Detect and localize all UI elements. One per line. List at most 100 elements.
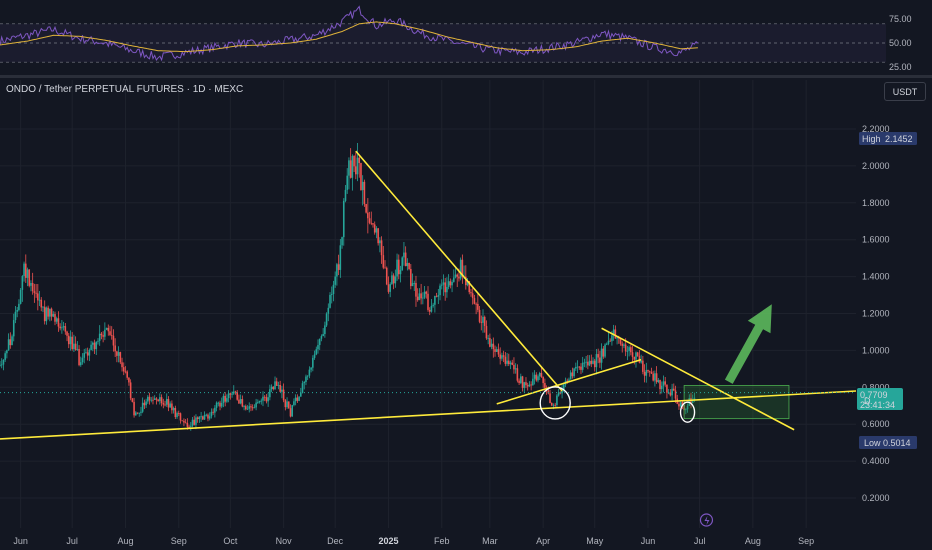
candle-body xyxy=(320,336,323,339)
candle-body xyxy=(64,326,67,332)
candle-body xyxy=(164,404,166,406)
candle-body xyxy=(246,408,249,410)
candle-body xyxy=(83,352,86,358)
candle-body xyxy=(330,293,333,295)
candle-body xyxy=(28,269,31,286)
rsi-tick-label: 50.00 xyxy=(889,38,912,48)
candle-body xyxy=(404,252,407,267)
price-tick-label: 0.6000 xyxy=(862,419,890,429)
candle-body xyxy=(478,309,481,322)
candle-body xyxy=(85,352,87,354)
rsi-tick-label: 25.00 xyxy=(889,62,912,72)
candle-body xyxy=(530,384,532,386)
candle-body xyxy=(518,380,520,383)
candle-body xyxy=(162,403,165,405)
price-badge xyxy=(857,388,903,410)
candle-body xyxy=(430,305,433,312)
candle-body xyxy=(300,392,302,397)
candle-body xyxy=(210,411,213,417)
candle-body xyxy=(583,362,586,364)
candle-body xyxy=(191,419,194,426)
candle-body xyxy=(12,320,15,337)
candle-body xyxy=(609,340,612,342)
candle-body xyxy=(188,426,190,428)
candle-body xyxy=(516,368,519,381)
candle-body xyxy=(459,259,462,279)
candle-body xyxy=(152,399,154,401)
candle-body xyxy=(657,380,660,383)
candle-body xyxy=(440,284,443,286)
high-label: High xyxy=(862,134,881,144)
candle-body xyxy=(86,352,89,356)
candle-body xyxy=(98,333,101,341)
candle-body xyxy=(361,181,364,191)
candle-body xyxy=(327,307,330,314)
candle-body xyxy=(128,377,130,383)
candle-body xyxy=(279,384,281,392)
candle-body xyxy=(317,345,319,350)
candles xyxy=(0,143,696,431)
candle-body xyxy=(184,422,187,424)
candle-body xyxy=(153,398,156,400)
candle-body xyxy=(614,329,617,339)
currency-button[interactable]: USDT xyxy=(884,82,926,101)
alert-flash-icon[interactable] xyxy=(699,513,714,527)
candle-body xyxy=(267,397,269,402)
candle-body xyxy=(298,396,300,401)
time-axis[interactable]: Jun Jul Aug Sep Oct Nov Dec 2025 Feb Mar Apr May Jun… xyxy=(13,536,814,546)
candle-body xyxy=(284,400,287,408)
candle-body xyxy=(303,382,306,384)
candle-body xyxy=(590,360,593,364)
candle-body xyxy=(432,304,434,306)
candle-body xyxy=(380,240,383,256)
candle-body xyxy=(315,349,318,355)
candle-body xyxy=(81,357,84,363)
price-axis[interactable]: 2.2000 2.0000 1.8000 1.6000 1.4000 1.2000 1.00… xyxy=(862,124,890,503)
candle-body xyxy=(672,388,675,391)
time-tick-label: May xyxy=(586,536,604,546)
candle-body xyxy=(312,357,314,368)
candle-body xyxy=(231,393,233,395)
candle-body xyxy=(332,284,335,294)
candle-body xyxy=(308,369,311,376)
candle-body xyxy=(291,405,294,417)
current-price-value: 0.7709 xyxy=(860,390,888,400)
candle-body xyxy=(0,364,3,366)
candle-body xyxy=(55,318,58,322)
candle-body xyxy=(344,189,347,201)
candle-body xyxy=(92,342,94,345)
candle-body xyxy=(631,352,634,357)
time-tick-label: Oct xyxy=(223,536,238,546)
candle-body xyxy=(580,366,582,370)
candle-body xyxy=(678,403,680,407)
candle-body xyxy=(406,263,409,267)
candle-body xyxy=(576,366,579,368)
candle-body xyxy=(203,414,206,420)
time-tick-label: Sep xyxy=(798,536,814,546)
candle-body xyxy=(520,376,522,383)
candle-body xyxy=(640,360,642,363)
candle-body xyxy=(485,325,488,339)
drawing-label-d: D xyxy=(864,396,871,406)
time-tick-label: Jul xyxy=(66,536,78,546)
candle-body xyxy=(234,391,237,393)
candle-body xyxy=(389,284,391,292)
candle-body xyxy=(282,389,285,401)
candle-body xyxy=(88,349,91,356)
candle-body xyxy=(535,374,538,381)
price-tick-label: 1.4000 xyxy=(862,272,890,282)
candle-body xyxy=(487,337,489,339)
candle-body xyxy=(624,344,627,352)
candle-body xyxy=(40,299,43,308)
candle-body xyxy=(652,373,654,381)
candle-body xyxy=(11,336,13,346)
candle-body xyxy=(626,350,629,352)
candle-body xyxy=(435,295,438,297)
candle-body xyxy=(575,367,577,369)
candle-body xyxy=(226,398,228,402)
candle-body xyxy=(630,347,632,353)
candle-body xyxy=(232,391,235,394)
highlight-circle xyxy=(679,401,696,423)
candle-body xyxy=(124,371,127,373)
